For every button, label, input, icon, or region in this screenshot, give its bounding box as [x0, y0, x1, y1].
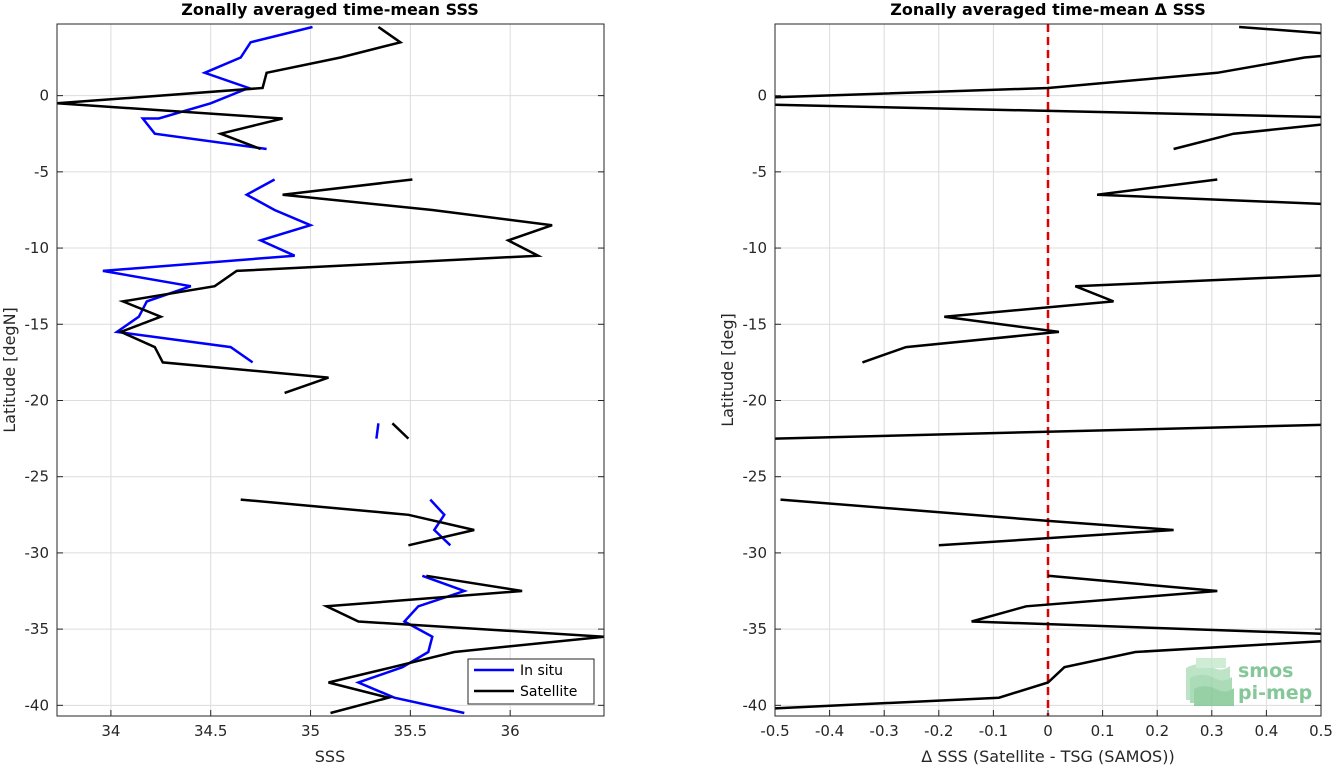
x-tick-label: 36 [501, 722, 520, 740]
x-tick-label: 35 [301, 722, 320, 740]
delta-sss-line-segment [774, 640, 1322, 710]
y-tick-label: -15 [25, 315, 50, 333]
in-situ-line-segment [375, 423, 380, 439]
y-tick-label: -5 [34, 163, 49, 181]
y-tick-label: -30 [25, 544, 50, 562]
panel-right-delta-sss: -0.5 -0.4 -0.3 -0.2 -0.1 0 0.1 0.2 0.3 0.4 0.5 0 -5 -… [718, 0, 1333, 765]
y-tick-label: -10 [743, 239, 768, 257]
y-tick-label: -35 [743, 620, 768, 638]
delta-sss-line-segment [1173, 123, 1322, 151]
delta-sss-line-segment [774, 423, 1322, 440]
x-tick-label: 0 [1043, 722, 1053, 740]
in-situ-line-segment [102, 178, 315, 364]
series-left [56, 25, 605, 715]
delta-sss-line-segment [1239, 25, 1322, 35]
delta-sss-line-segment [774, 103, 1322, 119]
delta-sss-line-segment [971, 574, 1322, 635]
x-tick-label: 34.5 [194, 722, 227, 740]
panel-left-sss: 34 34.5 35 35.5 36 0 -5 -10 -15 -20 -25 -30 -35 -40 Z… [0, 0, 605, 765]
satellite-line-segment [391, 422, 410, 440]
y-tick-label: -20 [25, 391, 50, 409]
wave-icon [1186, 658, 1234, 706]
logo-text-pi-mep: pi-mep [1238, 682, 1312, 704]
in-situ-line-segment [140, 25, 313, 151]
x-tick-label: -0.2 [924, 722, 953, 740]
delta-sss-line-segment [780, 498, 1174, 547]
axes-box-left [56, 23, 605, 717]
x-tick-label: 0.3 [1200, 722, 1224, 740]
y-tick-label: -40 [25, 696, 50, 714]
y-tick-label: -25 [743, 468, 768, 486]
x-tick-label: 0.5 [1309, 722, 1333, 740]
y-tick-label: -25 [25, 468, 50, 486]
x-axis-label-left: SSS [315, 747, 345, 765]
x-tick-label: -0.3 [870, 722, 899, 740]
ticks-left: 34 34.5 35 35.5 36 0 -5 -10 -15 -20 -25 -30 -35 -40 [25, 87, 604, 740]
y-tick-label: -15 [743, 315, 768, 333]
x-tick-label: 0.2 [1145, 722, 1169, 740]
x-tick-label: 0.4 [1254, 722, 1278, 740]
legend-box [467, 658, 595, 705]
plot-area-left [57, 24, 604, 716]
y-tick-label: -40 [743, 696, 768, 714]
x-axis-label-right: Δ SSS (Satellite - TSG (SAMOS)) [921, 747, 1174, 765]
satellite-line-segment [56, 25, 404, 151]
satellite-line-segment [240, 498, 475, 547]
y-tick-label: -10 [25, 239, 50, 257]
x-tick-label: -0.1 [979, 722, 1008, 740]
y-tick-label: 0 [39, 87, 49, 105]
in-situ-line-segment [354, 574, 469, 715]
x-tick-label: 34 [101, 722, 120, 740]
logo-text-smos: smos [1238, 660, 1293, 682]
legend-label-in-situ: In situ [520, 663, 563, 679]
y-axis-label-right: Latitude [deg] [718, 313, 737, 427]
ticks-right: -0.5 -0.4 -0.3 -0.2 -0.1 0 0.1 0.2 0.3 0.4 0.5 0 -5 -… [743, 87, 1333, 740]
x-tick-label: -0.4 [815, 722, 844, 740]
delta-sss-line-segment [1096, 178, 1322, 206]
chart-title-right: Zonally averaged time-mean Δ SSS [890, 0, 1206, 19]
series-right [774, 24, 1322, 716]
y-tick-label: -35 [25, 620, 50, 638]
x-tick-label: 0.1 [1091, 722, 1115, 740]
legend-label-satellite: Satellite [520, 684, 577, 700]
y-tick-label: -20 [743, 391, 768, 409]
x-tick-label: -0.5 [760, 722, 789, 740]
chart-title-left: Zonally averaged time-mean SSS [181, 0, 479, 19]
satellite-line-segment [117, 178, 553, 395]
y-tick-label: -5 [752, 163, 767, 181]
y-axis-label-left: Latitude [degN] [0, 307, 19, 433]
delta-sss-line-segment [861, 274, 1322, 364]
legend: In situ Satellite [467, 658, 595, 705]
smos-pi-mep-logo: smos pi-mep [1186, 658, 1312, 706]
delta-sss-line-segment [774, 54, 1322, 99]
satellite-line-segment [321, 574, 605, 715]
y-tick-label: -30 [743, 544, 768, 562]
y-tick-label: 0 [757, 87, 767, 105]
x-tick-label: 35.5 [394, 722, 427, 740]
